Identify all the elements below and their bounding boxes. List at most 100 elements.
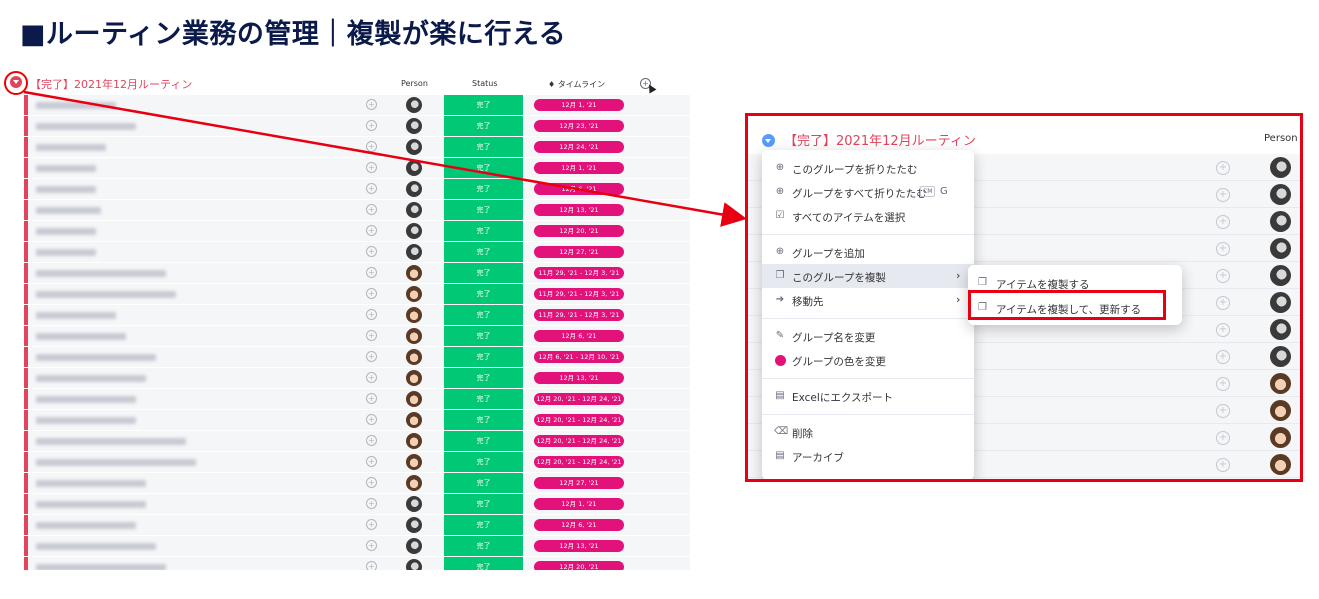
status-cell[interactable]: 完了	[444, 284, 524, 304]
table-row[interactable]: + 完了 12月 27, '21	[24, 473, 690, 493]
timeline-pill[interactable]: 12月 24, '21	[534, 141, 624, 153]
avatar[interactable]	[1270, 373, 1291, 394]
column-header-status[interactable]: Status	[472, 79, 498, 88]
avatar[interactable]	[406, 139, 422, 155]
avatar[interactable]	[406, 517, 422, 533]
avatar[interactable]	[406, 244, 422, 260]
add-update-icon[interactable]: +	[1216, 269, 1230, 283]
add-update-icon[interactable]: +	[366, 99, 377, 110]
avatar[interactable]	[406, 160, 422, 176]
timeline-pill[interactable]: 12月 6, '21	[534, 183, 624, 195]
avatar[interactable]	[406, 496, 422, 512]
menu-item-collapse-group[interactable]: ⊕ このグループを折りたたむ	[762, 156, 974, 180]
timeline-pill[interactable]: 12月 27, '21	[534, 246, 624, 258]
avatar[interactable]	[406, 328, 422, 344]
add-update-icon[interactable]: +	[366, 393, 377, 404]
submenu-item-duplicate-items-updates[interactable]: ❐ アイテムを複製して、更新する	[968, 296, 1182, 320]
avatar[interactable]	[406, 307, 422, 323]
status-cell[interactable]: 完了	[444, 305, 524, 325]
avatar[interactable]	[406, 286, 422, 302]
status-cell[interactable]: 完了	[444, 347, 524, 367]
add-update-icon[interactable]: +	[366, 435, 377, 446]
table-row[interactable]: + 完了 12月 20, '21 - 12月 24, '21	[24, 452, 690, 472]
add-update-icon[interactable]: +	[1216, 458, 1230, 472]
table-row[interactable]: + 完了 11月 29, '21 - 12月 3, '21	[24, 305, 690, 325]
menu-item-move-to[interactable]: ➔ 移動先 ›	[762, 288, 974, 312]
timeline-pill[interactable]: 12月 20, '21 - 12月 24, '21	[534, 456, 624, 468]
avatar[interactable]	[406, 370, 422, 386]
table-row[interactable]: + 完了 12月 20, '21 - 12月 24, '21	[24, 431, 690, 451]
status-cell[interactable]: 完了	[444, 431, 524, 451]
add-update-icon[interactable]: +	[366, 183, 377, 194]
add-update-icon[interactable]: +	[366, 561, 377, 570]
avatar[interactable]	[406, 349, 422, 365]
status-cell[interactable]: 完了	[444, 557, 524, 570]
timeline-pill[interactable]: 12月 23, '21	[534, 120, 624, 132]
add-update-icon[interactable]: +	[366, 330, 377, 341]
add-update-icon[interactable]: +	[1216, 323, 1230, 337]
status-cell[interactable]: 完了	[444, 95, 524, 115]
zoom-group-menu-toggle[interactable]	[762, 134, 775, 147]
table-row[interactable]: + 完了 12月 23, '21	[24, 116, 690, 136]
table-row[interactable]: + 完了 12月 20, '21	[24, 557, 690, 570]
menu-item-change-color[interactable]: グループの色を変更	[762, 348, 974, 372]
timeline-pill[interactable]: 11月 29, '21 - 12月 3, '21	[534, 288, 624, 300]
status-cell[interactable]: 完了	[444, 263, 524, 283]
add-update-icon[interactable]: +	[366, 309, 377, 320]
avatar[interactable]	[406, 391, 422, 407]
add-update-icon[interactable]: +	[366, 225, 377, 236]
timeline-pill[interactable]: 12月 27, '21	[534, 477, 624, 489]
avatar[interactable]	[1270, 238, 1291, 259]
status-cell[interactable]: 完了	[444, 515, 524, 535]
avatar[interactable]	[1270, 400, 1291, 421]
avatar[interactable]	[406, 265, 422, 281]
status-cell[interactable]: 完了	[444, 368, 524, 388]
timeline-pill[interactable]: 12月 20, '21	[534, 225, 624, 237]
status-cell[interactable]: 完了	[444, 200, 524, 220]
add-update-icon[interactable]: +	[366, 477, 377, 488]
add-update-icon[interactable]: +	[366, 372, 377, 383]
timeline-pill[interactable]: 12月 13, '21	[534, 204, 624, 216]
table-row[interactable]: + 完了 12月 6, '21	[24, 326, 690, 346]
avatar[interactable]	[406, 454, 422, 470]
table-row[interactable]: + 完了 12月 6, '21	[24, 179, 690, 199]
add-update-icon[interactable]: +	[1216, 404, 1230, 418]
add-update-icon[interactable]: +	[366, 162, 377, 173]
menu-item-select-all[interactable]: ☑ すべてのアイテムを選択	[762, 204, 974, 228]
add-update-icon[interactable]: +	[366, 288, 377, 299]
avatar[interactable]	[406, 118, 422, 134]
add-update-icon[interactable]: +	[366, 519, 377, 530]
avatar[interactable]	[1270, 292, 1291, 313]
table-row[interactable]: + 完了 12月 20, '21 - 12月 24, '21	[24, 389, 690, 409]
status-cell[interactable]: 完了	[444, 179, 524, 199]
timeline-pill[interactable]: 11月 29, '21 - 12月 3, '21	[534, 309, 624, 321]
add-update-icon[interactable]: +	[1216, 215, 1230, 229]
add-update-icon[interactable]: +	[366, 414, 377, 425]
status-cell[interactable]: 完了	[444, 410, 524, 430]
add-update-icon[interactable]: +	[1216, 296, 1230, 310]
add-update-icon[interactable]: +	[1216, 188, 1230, 202]
avatar[interactable]	[406, 559, 422, 570]
table-row[interactable]: + 完了 11月 29, '21 - 12月 3, '21	[24, 284, 690, 304]
avatar[interactable]	[406, 433, 422, 449]
status-cell[interactable]: 完了	[444, 326, 524, 346]
status-cell[interactable]: 完了	[444, 473, 524, 493]
group-title[interactable]: 【完了】2021年12月ルーティン	[30, 78, 193, 91]
column-header-person[interactable]: Person	[401, 79, 428, 88]
table-row[interactable]: + 完了 12月 1, '21	[24, 95, 690, 115]
table-row[interactable]: + 完了 12月 20, '21 - 12月 24, '21	[24, 410, 690, 430]
table-row[interactable]: + 完了 12月 13, '21	[24, 368, 690, 388]
table-row[interactable]: + 完了 12月 20, '21	[24, 221, 690, 241]
status-cell[interactable]: 完了	[444, 158, 524, 178]
menu-item-collapse-all[interactable]: ⊕ グループをすべて折りたたむ CM G	[762, 180, 974, 204]
add-update-icon[interactable]: +	[1216, 161, 1230, 175]
table-row[interactable]: + 完了 11月 29, '21 - 12月 3, '21	[24, 263, 690, 283]
avatar[interactable]	[406, 181, 422, 197]
timeline-pill[interactable]: 12月 6, '21 - 12月 10, '21	[534, 351, 624, 363]
add-update-icon[interactable]: +	[1216, 242, 1230, 256]
timeline-pill[interactable]: 12月 20, '21 - 12月 24, '21	[534, 435, 624, 447]
status-cell[interactable]: 完了	[444, 221, 524, 241]
add-update-icon[interactable]: +	[366, 456, 377, 467]
avatar[interactable]	[406, 223, 422, 239]
avatar[interactable]	[406, 412, 422, 428]
